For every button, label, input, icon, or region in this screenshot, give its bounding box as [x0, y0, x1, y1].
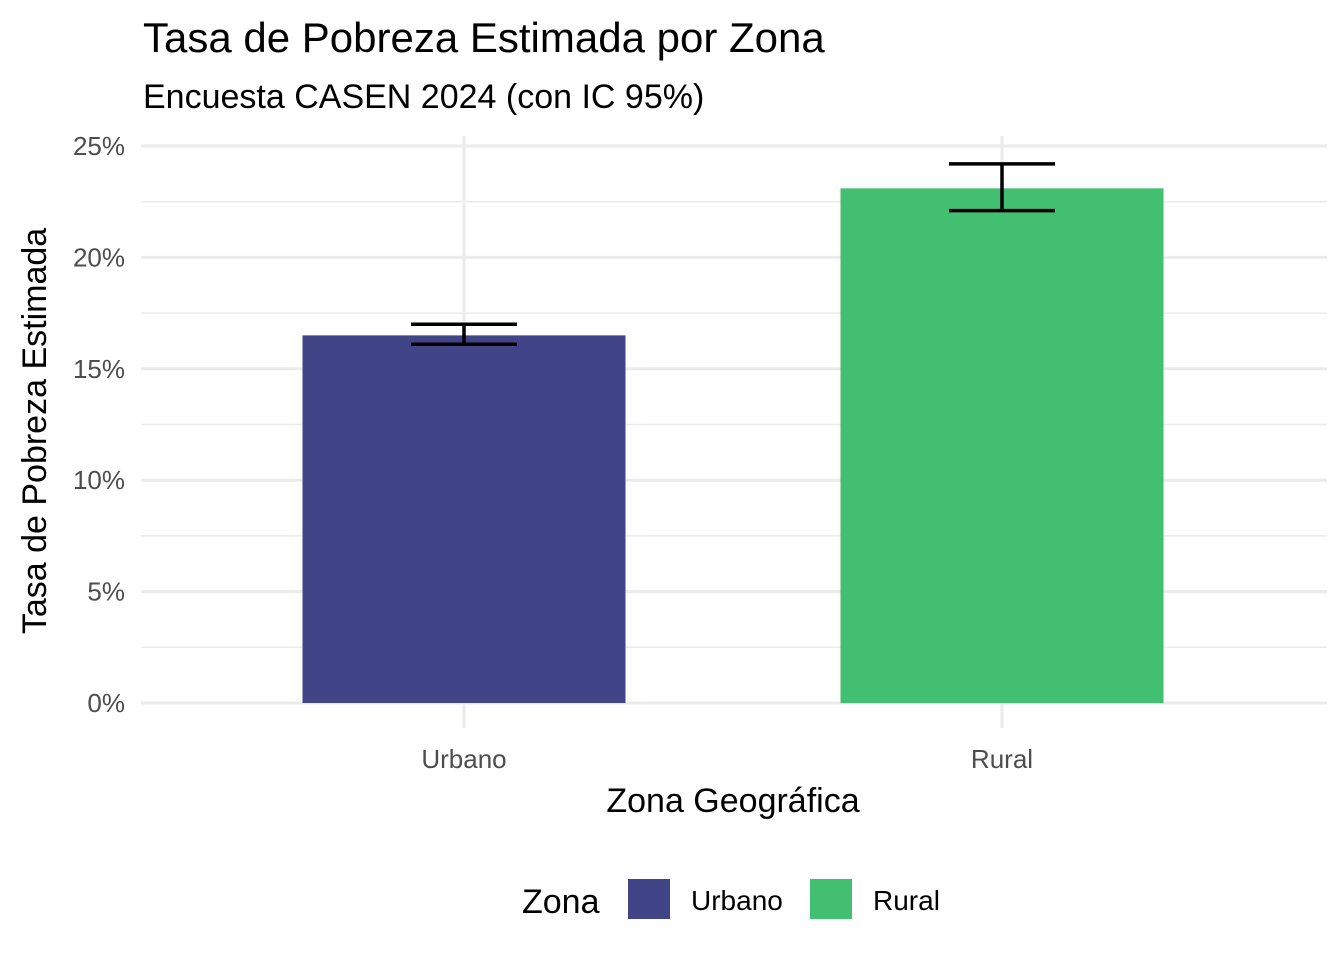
- error-bar-urbano: [411, 322, 517, 347]
- y-tick-label: 20%: [73, 242, 125, 272]
- bar-urbano: [302, 335, 626, 703]
- y-axis-ticks: 0% 5% 10% 15% 20% 25%: [73, 131, 125, 718]
- legend-item-rural: Rural: [810, 879, 940, 919]
- legend: Zona Urbano Rural: [522, 879, 940, 921]
- legend-label: Rural: [873, 885, 940, 916]
- x-tick-label: Urbano: [421, 744, 506, 774]
- y-tick-label: 0%: [87, 688, 125, 718]
- y-tick-label: 25%: [73, 131, 125, 161]
- y-tick-label: 10%: [73, 465, 125, 495]
- legend-title: Zona: [522, 883, 600, 921]
- legend-item-urbano: Urbano: [628, 879, 783, 919]
- error-bars: [411, 162, 1055, 347]
- y-tick-label: 15%: [73, 354, 125, 384]
- error-bar-rural: [949, 162, 1055, 213]
- legend-label: Urbano: [691, 885, 783, 916]
- chart-subtitle: Encuesta CASEN 2024 (con IC 95%): [143, 78, 704, 116]
- bars: [302, 188, 1164, 703]
- y-axis-title: Tasa de Pobreza Estimada: [16, 228, 54, 634]
- x-tick-label: Rural: [971, 744, 1033, 774]
- legend-key: [628, 879, 670, 919]
- y-tick-label: 5%: [87, 577, 125, 607]
- x-axis-ticks: Urbano Rural: [421, 744, 1033, 774]
- x-axis-title: Zona Geográfica: [606, 782, 859, 820]
- bar-rural: [840, 188, 1164, 703]
- chart-title: Tasa de Pobreza Estimada por Zona: [143, 14, 825, 61]
- legend-key: [810, 879, 852, 919]
